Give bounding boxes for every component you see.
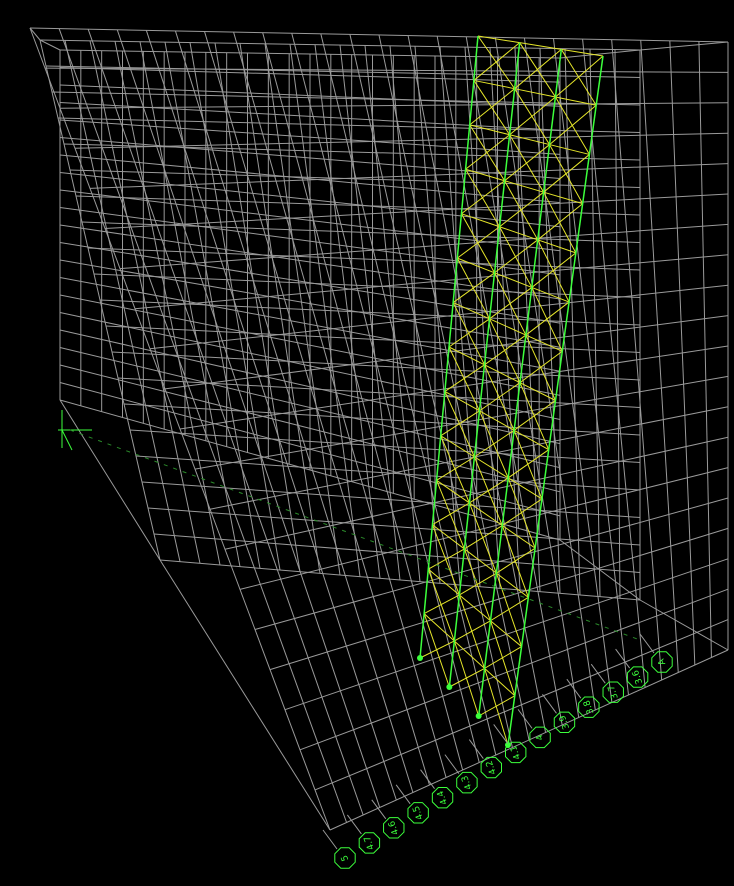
support	[476, 713, 482, 719]
support	[446, 684, 452, 690]
model-viewport: 54.74.64.54.44.34.24.143.93.83.73.6A	[0, 0, 734, 886]
support	[417, 655, 423, 661]
